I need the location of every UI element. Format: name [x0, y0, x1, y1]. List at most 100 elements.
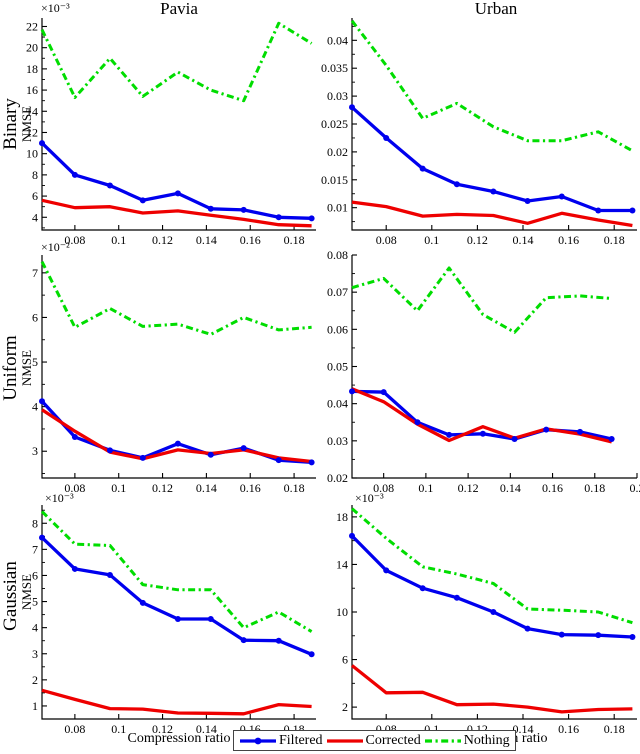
svg-text:0.08: 0.08 [64, 722, 85, 736]
svg-text:6: 6 [32, 310, 38, 324]
series-marker-filtered [308, 651, 315, 658]
series-marker-filtered [71, 433, 78, 440]
svg-text:0.05: 0.05 [327, 360, 348, 374]
y-exponent-gaussian-pavia: ×10⁻³ [45, 491, 74, 505]
series-marker-filtered [207, 616, 214, 623]
series-marker-filtered [240, 206, 247, 213]
svg-text:0.1: 0.1 [424, 233, 439, 247]
series-line-corrected [351, 387, 613, 444]
series-line-filtered [350, 106, 633, 213]
series-line-nothing [351, 266, 612, 334]
svg-text:6: 6 [32, 568, 38, 582]
legend-label-nothing: Nothing [463, 732, 510, 748]
svg-text:5: 5 [32, 595, 38, 609]
series-marker-filtered [629, 633, 636, 640]
svg-text:0.07: 0.07 [327, 285, 348, 299]
svg-text:0.04: 0.04 [327, 397, 348, 411]
series-marker-filtered [511, 435, 518, 442]
svg-text:0.08: 0.08 [327, 248, 348, 262]
series-marker-filtered [558, 631, 565, 638]
series-marker-filtered [71, 565, 78, 572]
series-marker-filtered [106, 182, 113, 189]
svg-text:0.04: 0.04 [327, 33, 348, 47]
series-line-nothing [350, 19, 634, 153]
svg-text:0.2: 0.2 [630, 481, 640, 495]
series-line-corrected [41, 688, 312, 716]
series-marker-filtered [349, 388, 355, 395]
y-exponent-binary-pavia: ×10⁻³ [41, 1, 70, 15]
series-marker-filtered [207, 451, 214, 458]
svg-text:0.12: 0.12 [458, 481, 479, 495]
series-line-nothing [40, 21, 313, 103]
svg-text:12: 12 [26, 125, 38, 139]
series-marker-filtered [275, 214, 282, 221]
svg-text:0.12: 0.12 [152, 722, 173, 736]
svg-text:0.14: 0.14 [196, 233, 217, 247]
svg-text:0.02: 0.02 [327, 145, 348, 159]
svg-text:4: 4 [32, 400, 38, 414]
svg-text:0.16: 0.16 [558, 722, 579, 736]
series-marker-filtered [106, 447, 113, 454]
series-marker-filtered [275, 637, 282, 644]
svg-text:2: 2 [32, 673, 38, 687]
svg-text:4: 4 [32, 210, 38, 224]
svg-text:14: 14 [336, 557, 348, 571]
series-marker-filtered [419, 165, 426, 172]
svg-text:1: 1 [32, 699, 38, 713]
svg-text:0.015: 0.015 [321, 173, 348, 187]
svg-text:0.18: 0.18 [284, 233, 305, 247]
series-marker-filtered [39, 398, 45, 405]
corrected-line-icon [326, 735, 364, 747]
svg-text:0.08: 0.08 [376, 233, 397, 247]
svg-text:0.16: 0.16 [240, 233, 261, 247]
svg-text:0.035: 0.035 [321, 61, 348, 75]
series-line-nothing [40, 261, 312, 336]
row-label-uniform-nmse: NMSE [19, 349, 34, 387]
svg-text:6: 6 [342, 653, 348, 667]
series-marker-filtered [419, 585, 426, 592]
svg-text:0.08: 0.08 [373, 481, 394, 495]
series-marker-filtered [39, 140, 45, 147]
series-line-filtered [40, 536, 313, 656]
svg-text:0.06: 0.06 [327, 322, 348, 336]
series-marker-filtered [240, 637, 247, 644]
series-marker-filtered [71, 171, 78, 178]
series-marker-filtered [453, 594, 460, 601]
svg-text:0.08: 0.08 [64, 233, 85, 247]
series-marker-filtered [174, 440, 181, 447]
row-label-gaussian-nmse: NMSE [19, 573, 34, 611]
series-marker-filtered [490, 188, 497, 195]
subplot-uniform-urban: 0.02 0.03 0.04 0.05 0.06 0.07 0.08 0.08 0.1 0.12 0… [327, 248, 640, 495]
legend-item-nothing: Nothing [424, 733, 510, 749]
legend-label-filtered: Filtered [279, 732, 323, 748]
series-marker-filtered [595, 207, 602, 214]
svg-text:0.025: 0.025 [321, 117, 348, 131]
series-marker-filtered [577, 428, 583, 435]
series-marker-filtered [629, 207, 636, 214]
series-marker-filtered [207, 205, 214, 212]
svg-text:0.14: 0.14 [196, 722, 217, 736]
svg-text:10: 10 [336, 605, 348, 619]
svg-text:0.18: 0.18 [284, 481, 305, 495]
series-line-nothing [351, 507, 633, 625]
series-marker-filtered [383, 134, 390, 141]
svg-text:0.1: 0.1 [418, 481, 433, 495]
series-marker-filtered [349, 104, 355, 111]
series-line-corrected [41, 408, 312, 464]
legend-label-corrected: Corrected [365, 732, 421, 748]
series-marker-filtered [380, 389, 387, 396]
svg-text:3: 3 [32, 444, 38, 458]
svg-text:4: 4 [32, 621, 38, 635]
xlabel-compression-ratio-left: Compression ratio [127, 731, 231, 746]
svg-text:18: 18 [336, 510, 348, 524]
series-marker-filtered [308, 459, 315, 466]
svg-text:0.08: 0.08 [64, 481, 85, 495]
svg-text:0.18: 0.18 [584, 481, 605, 495]
series-line-filtered [40, 400, 312, 465]
series-marker-filtered [543, 426, 550, 433]
svg-text:0.14: 0.14 [513, 233, 534, 247]
series-marker-filtered [608, 435, 615, 442]
series-marker-filtered [308, 215, 315, 222]
svg-text:5: 5 [32, 355, 38, 369]
y-exponent-gaussian-urban: ×10⁻³ [355, 491, 384, 505]
